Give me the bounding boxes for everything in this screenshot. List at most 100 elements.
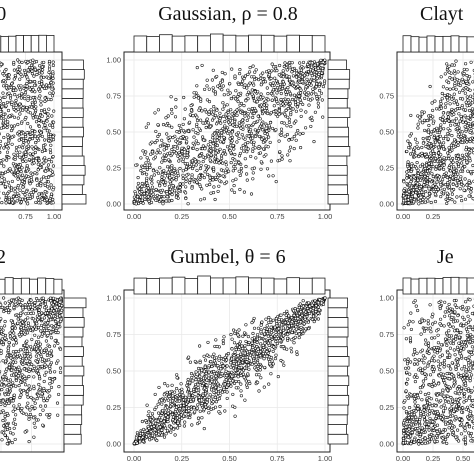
scatter-point xyxy=(313,110,317,114)
scatter-point xyxy=(21,185,25,189)
scatter-point xyxy=(149,175,153,179)
scatter-point xyxy=(450,189,454,193)
scatter-point xyxy=(211,86,215,90)
scatter-point xyxy=(439,123,443,127)
scatter-point xyxy=(221,174,225,178)
scatter-point xyxy=(16,116,20,120)
scatter-point xyxy=(175,130,179,134)
scatter-point xyxy=(46,333,50,337)
scatter-point xyxy=(267,124,271,128)
scatter-point xyxy=(50,324,54,328)
scatter-point xyxy=(452,63,456,67)
scatter-point xyxy=(23,193,27,197)
scatter-point xyxy=(296,84,300,88)
scatter-point xyxy=(207,165,211,169)
scatter-point xyxy=(453,78,457,82)
scatter-point xyxy=(204,125,208,130)
scatter-point xyxy=(268,121,273,125)
scatter-point xyxy=(5,158,9,162)
scatter-point xyxy=(447,154,451,158)
scatter-point xyxy=(238,110,243,114)
scatter-point xyxy=(229,97,233,101)
scatter-point xyxy=(446,115,450,119)
scatter-point xyxy=(437,145,441,149)
scatter-point xyxy=(303,91,307,95)
scatter-point xyxy=(291,74,295,78)
scatter-point xyxy=(246,72,250,76)
scatter-point xyxy=(50,170,55,174)
marginal-hist-bar-x xyxy=(311,35,326,53)
scatter-point xyxy=(417,190,422,194)
scatter-point xyxy=(174,151,178,155)
scatter-point xyxy=(275,86,280,90)
scatter-point xyxy=(18,197,22,201)
scatter-point xyxy=(406,139,410,143)
scatter-point xyxy=(174,191,178,195)
scatter-point xyxy=(456,134,460,138)
scatter-point xyxy=(18,68,22,72)
scatter-point xyxy=(278,82,282,86)
scatter-point xyxy=(467,121,471,126)
scatter-point xyxy=(6,191,10,196)
scatter-point xyxy=(316,105,321,109)
scatter-point xyxy=(294,132,298,136)
scatter-point xyxy=(241,79,245,83)
scatter-point xyxy=(468,108,472,113)
scatter-point xyxy=(253,90,257,94)
scatter-point xyxy=(2,119,6,123)
scatter-point xyxy=(269,91,273,96)
scatter-point xyxy=(145,181,149,185)
scatter-point xyxy=(427,123,431,128)
scatter-point xyxy=(211,147,215,151)
scatter-point xyxy=(250,75,254,79)
scatter-point xyxy=(448,102,452,106)
scatter-point xyxy=(25,131,29,135)
scatter-point xyxy=(294,109,298,113)
scatter-point xyxy=(289,125,293,129)
scatter-point xyxy=(51,74,55,78)
scatter-point xyxy=(167,139,171,143)
scatter-point xyxy=(196,142,200,146)
scatter-point xyxy=(45,119,49,123)
scatter-point xyxy=(452,112,456,116)
x-tick-label: 1.00 xyxy=(47,212,62,221)
scatter-point xyxy=(237,136,241,140)
marginal-hist-bar-y xyxy=(327,155,348,167)
scatter-point xyxy=(457,90,462,94)
scatter-point xyxy=(211,178,215,182)
scatter-point xyxy=(226,131,230,135)
scatter-point xyxy=(439,102,443,106)
scatter-point xyxy=(284,108,288,112)
scatter-point xyxy=(281,72,285,76)
scatter-point xyxy=(235,113,239,117)
scatter-point xyxy=(158,166,162,170)
scatter-point xyxy=(17,130,21,134)
scatter-point xyxy=(271,81,275,85)
scatter-point xyxy=(446,112,450,116)
y-tick-label: 0.25 xyxy=(106,164,121,173)
scatter-point xyxy=(197,127,201,131)
scatter-point xyxy=(26,202,30,206)
scatter-point xyxy=(284,102,288,106)
scatter-point xyxy=(239,101,243,106)
scatter-point xyxy=(14,168,19,172)
scatter-point xyxy=(14,103,18,107)
scatter-point xyxy=(186,202,190,206)
scatter-point xyxy=(209,153,213,157)
scatter-point xyxy=(185,173,189,177)
scatter-point xyxy=(5,145,9,149)
scatter-point xyxy=(436,187,440,191)
scatter-point xyxy=(46,163,51,167)
scatter-point xyxy=(462,67,466,71)
scatter-point xyxy=(44,159,48,163)
marginal-hist-bar-x xyxy=(442,35,452,53)
marginal-hist-bar-y xyxy=(61,78,84,90)
scatter-point xyxy=(35,72,39,77)
scatter-point xyxy=(427,142,431,146)
scatter-point xyxy=(215,108,219,112)
scatter-point xyxy=(224,160,228,164)
scatter-point xyxy=(134,163,138,167)
scatter-point xyxy=(7,76,11,81)
scatter-point xyxy=(412,200,416,204)
scatter-point xyxy=(267,73,271,77)
